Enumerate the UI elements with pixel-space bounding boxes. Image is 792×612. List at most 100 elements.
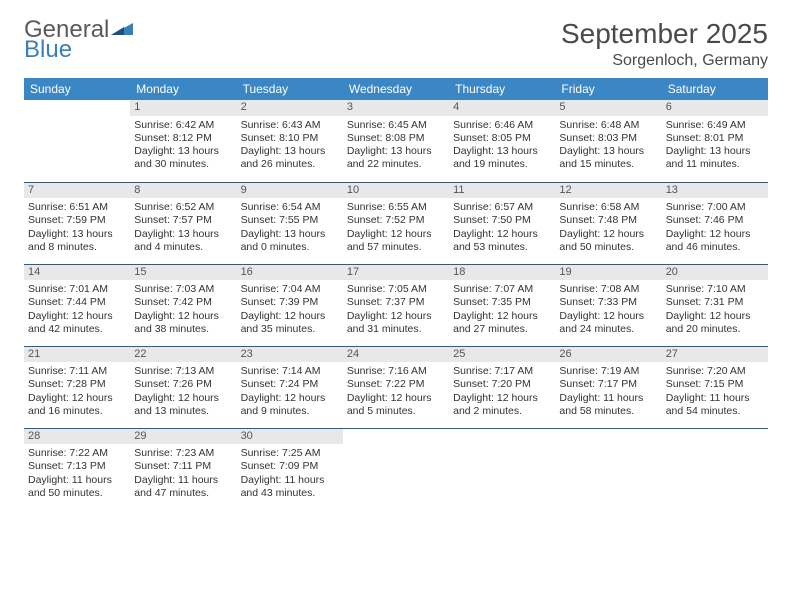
- day-number: 16: [237, 265, 343, 281]
- calendar-week-row: 21 Sunrise: 7:11 AM Sunset: 7:28 PM Dayli…: [24, 346, 768, 428]
- calendar-day-cell: 18 Sunrise: 7:07 AM Sunset: 7:35 PM Dayli…: [449, 264, 555, 346]
- day-number: 30: [237, 429, 343, 445]
- day-details: Sunrise: 7:14 AM Sunset: 7:24 PM Dayligh…: [241, 365, 339, 418]
- day-number: 25: [449, 347, 555, 363]
- day-details: Sunrise: 7:17 AM Sunset: 7:20 PM Dayligh…: [453, 365, 551, 418]
- calendar-day-cell: 30 Sunrise: 7:25 AM Sunset: 7:09 PM Dayli…: [237, 428, 343, 510]
- calendar-day-cell: 17 Sunrise: 7:05 AM Sunset: 7:37 PM Dayli…: [343, 264, 449, 346]
- day-number: 14: [24, 265, 130, 281]
- calendar-day-cell: 3 Sunrise: 6:45 AM Sunset: 8:08 PM Daylig…: [343, 100, 449, 182]
- logo-mark-icon: [111, 18, 133, 42]
- day-number: 24: [343, 347, 449, 363]
- calendar-day-cell: 27Sunrise: 7:20 AM Sunset: 7:15 PM Dayli…: [662, 346, 768, 428]
- weekday-header: Thursday: [449, 78, 555, 100]
- day-number: 9: [237, 183, 343, 199]
- calendar-day-cell: 28 Sunrise: 7:22 AM Sunset: 7:13 PM Dayli…: [24, 428, 130, 510]
- calendar-week-row: 7 Sunrise: 6:51 AM Sunset: 7:59 PM Daylig…: [24, 182, 768, 264]
- day-number: 15: [130, 265, 236, 281]
- day-number: 8: [130, 183, 236, 199]
- calendar-day-cell: 4 Sunrise: 6:46 AM Sunset: 8:05 PM Daylig…: [449, 100, 555, 182]
- calendar-week-row: 1 Sunrise: 6:42 AM Sunset: 8:12 PM Daylig…: [24, 100, 768, 182]
- day-number: 1: [130, 100, 236, 116]
- day-details: Sunrise: 7:05 AM Sunset: 7:37 PM Dayligh…: [347, 283, 445, 336]
- weekday-header: Tuesday: [237, 78, 343, 100]
- day-number: 23: [237, 347, 343, 363]
- day-number: 6: [662, 100, 768, 116]
- month-title: September 2025: [561, 18, 768, 50]
- title-block: September 2025 Sorgenloch, Germany: [561, 18, 768, 70]
- day-details: Sunrise: 6:52 AM Sunset: 7:57 PM Dayligh…: [134, 201, 232, 254]
- day-details: Sunrise: 6:42 AM Sunset: 8:12 PM Dayligh…: [134, 119, 232, 172]
- calendar-day-cell: 2 Sunrise: 6:43 AM Sunset: 8:10 PM Daylig…: [237, 100, 343, 182]
- calendar-empty-cell: [24, 100, 130, 182]
- day-number: 20: [662, 265, 768, 281]
- calendar-week-row: 28 Sunrise: 7:22 AM Sunset: 7:13 PM Dayli…: [24, 428, 768, 510]
- day-details: Sunrise: 6:45 AM Sunset: 8:08 PM Dayligh…: [347, 119, 445, 172]
- calendar-day-cell: 1 Sunrise: 6:42 AM Sunset: 8:12 PM Daylig…: [130, 100, 236, 182]
- logo: GeneralBlue: [24, 18, 133, 62]
- day-number: 22: [130, 347, 236, 363]
- weekday-header: Monday: [130, 78, 236, 100]
- calendar-day-cell: 21 Sunrise: 7:11 AM Sunset: 7:28 PM Dayli…: [24, 346, 130, 428]
- calendar-day-cell: 9 Sunrise: 6:54 AM Sunset: 7:55 PM Daylig…: [237, 182, 343, 264]
- calendar-day-cell: 11Sunrise: 6:57 AM Sunset: 7:50 PM Dayli…: [449, 182, 555, 264]
- calendar-day-cell: 20Sunrise: 7:10 AM Sunset: 7:31 PM Dayli…: [662, 264, 768, 346]
- day-details: Sunrise: 7:13 AM Sunset: 7:26 PM Dayligh…: [134, 365, 232, 418]
- day-number: 10: [343, 183, 449, 199]
- day-number: 19: [555, 265, 661, 281]
- calendar-day-cell: 26 Sunrise: 7:19 AM Sunset: 7:17 PM Dayli…: [555, 346, 661, 428]
- day-details: Sunrise: 7:25 AM Sunset: 7:09 PM Dayligh…: [241, 447, 339, 500]
- calendar-day-cell: 5 Sunrise: 6:48 AM Sunset: 8:03 PM Daylig…: [555, 100, 661, 182]
- day-details: Sunrise: 6:54 AM Sunset: 7:55 PM Dayligh…: [241, 201, 339, 254]
- day-number: 7: [24, 183, 130, 199]
- day-details: Sunrise: 7:00 AM Sunset: 7:46 PM Dayligh…: [666, 201, 764, 254]
- day-details: Sunrise: 7:11 AM Sunset: 7:28 PM Dayligh…: [28, 365, 126, 418]
- day-details: Sunrise: 6:46 AM Sunset: 8:05 PM Dayligh…: [453, 119, 551, 172]
- day-number: 18: [449, 265, 555, 281]
- day-details: Sunrise: 6:43 AM Sunset: 8:10 PM Dayligh…: [241, 119, 339, 172]
- calendar-empty-cell: [662, 428, 768, 510]
- calendar-day-cell: 14Sunrise: 7:01 AM Sunset: 7:44 PM Dayli…: [24, 264, 130, 346]
- day-details: Sunrise: 7:07 AM Sunset: 7:35 PM Dayligh…: [453, 283, 551, 336]
- day-number: 4: [449, 100, 555, 116]
- calendar-day-cell: 7 Sunrise: 6:51 AM Sunset: 7:59 PM Daylig…: [24, 182, 130, 264]
- calendar-day-cell: 22 Sunrise: 7:13 AM Sunset: 7:26 PM Dayli…: [130, 346, 236, 428]
- day-details: Sunrise: 7:19 AM Sunset: 7:17 PM Dayligh…: [559, 365, 657, 418]
- day-number: 2: [237, 100, 343, 116]
- day-details: Sunrise: 7:22 AM Sunset: 7:13 PM Dayligh…: [28, 447, 126, 500]
- day-details: Sunrise: 7:03 AM Sunset: 7:42 PM Dayligh…: [134, 283, 232, 336]
- calendar-empty-cell: [449, 428, 555, 510]
- location-subtitle: Sorgenloch, Germany: [561, 52, 768, 70]
- day-number: 5: [555, 100, 661, 116]
- calendar-table: SundayMondayTuesdayWednesdayThursdayFrid…: [24, 78, 768, 510]
- calendar-day-cell: 29Sunrise: 7:23 AM Sunset: 7:11 PM Dayli…: [130, 428, 236, 510]
- day-details: Sunrise: 6:55 AM Sunset: 7:52 PM Dayligh…: [347, 201, 445, 254]
- calendar-day-cell: 12Sunrise: 6:58 AM Sunset: 7:48 PM Dayli…: [555, 182, 661, 264]
- day-number: 28: [24, 429, 130, 445]
- day-details: Sunrise: 7:20 AM Sunset: 7:15 PM Dayligh…: [666, 365, 764, 418]
- calendar-empty-cell: [555, 428, 661, 510]
- weekday-header: Friday: [555, 78, 661, 100]
- day-number: 21: [24, 347, 130, 363]
- weekday-header: Sunday: [24, 78, 130, 100]
- weekday-header: Saturday: [662, 78, 768, 100]
- day-number: 3: [343, 100, 449, 116]
- weekday-header: Wednesday: [343, 78, 449, 100]
- calendar-day-cell: 19Sunrise: 7:08 AM Sunset: 7:33 PM Dayli…: [555, 264, 661, 346]
- day-number: 12: [555, 183, 661, 199]
- calendar-empty-cell: [343, 428, 449, 510]
- calendar-day-cell: 15 Sunrise: 7:03 AM Sunset: 7:42 PM Dayli…: [130, 264, 236, 346]
- calendar-day-cell: 13 Sunrise: 7:00 AM Sunset: 7:46 PM Dayli…: [662, 182, 768, 264]
- calendar-week-row: 14Sunrise: 7:01 AM Sunset: 7:44 PM Dayli…: [24, 264, 768, 346]
- calendar-day-cell: 25 Sunrise: 7:17 AM Sunset: 7:20 PM Dayli…: [449, 346, 555, 428]
- day-details: Sunrise: 7:04 AM Sunset: 7:39 PM Dayligh…: [241, 283, 339, 336]
- day-details: Sunrise: 6:48 AM Sunset: 8:03 PM Dayligh…: [559, 119, 657, 172]
- day-details: Sunrise: 6:57 AM Sunset: 7:50 PM Dayligh…: [453, 201, 551, 254]
- calendar-day-cell: 23 Sunrise: 7:14 AM Sunset: 7:24 PM Dayli…: [237, 346, 343, 428]
- weekday-header-row: SundayMondayTuesdayWednesdayThursdayFrid…: [24, 78, 768, 100]
- day-details: Sunrise: 6:51 AM Sunset: 7:59 PM Dayligh…: [28, 201, 126, 254]
- calendar-day-cell: 8 Sunrise: 6:52 AM Sunset: 7:57 PM Daylig…: [130, 182, 236, 264]
- day-number: 13: [662, 183, 768, 199]
- day-number: 17: [343, 265, 449, 281]
- day-number: 26: [555, 347, 661, 363]
